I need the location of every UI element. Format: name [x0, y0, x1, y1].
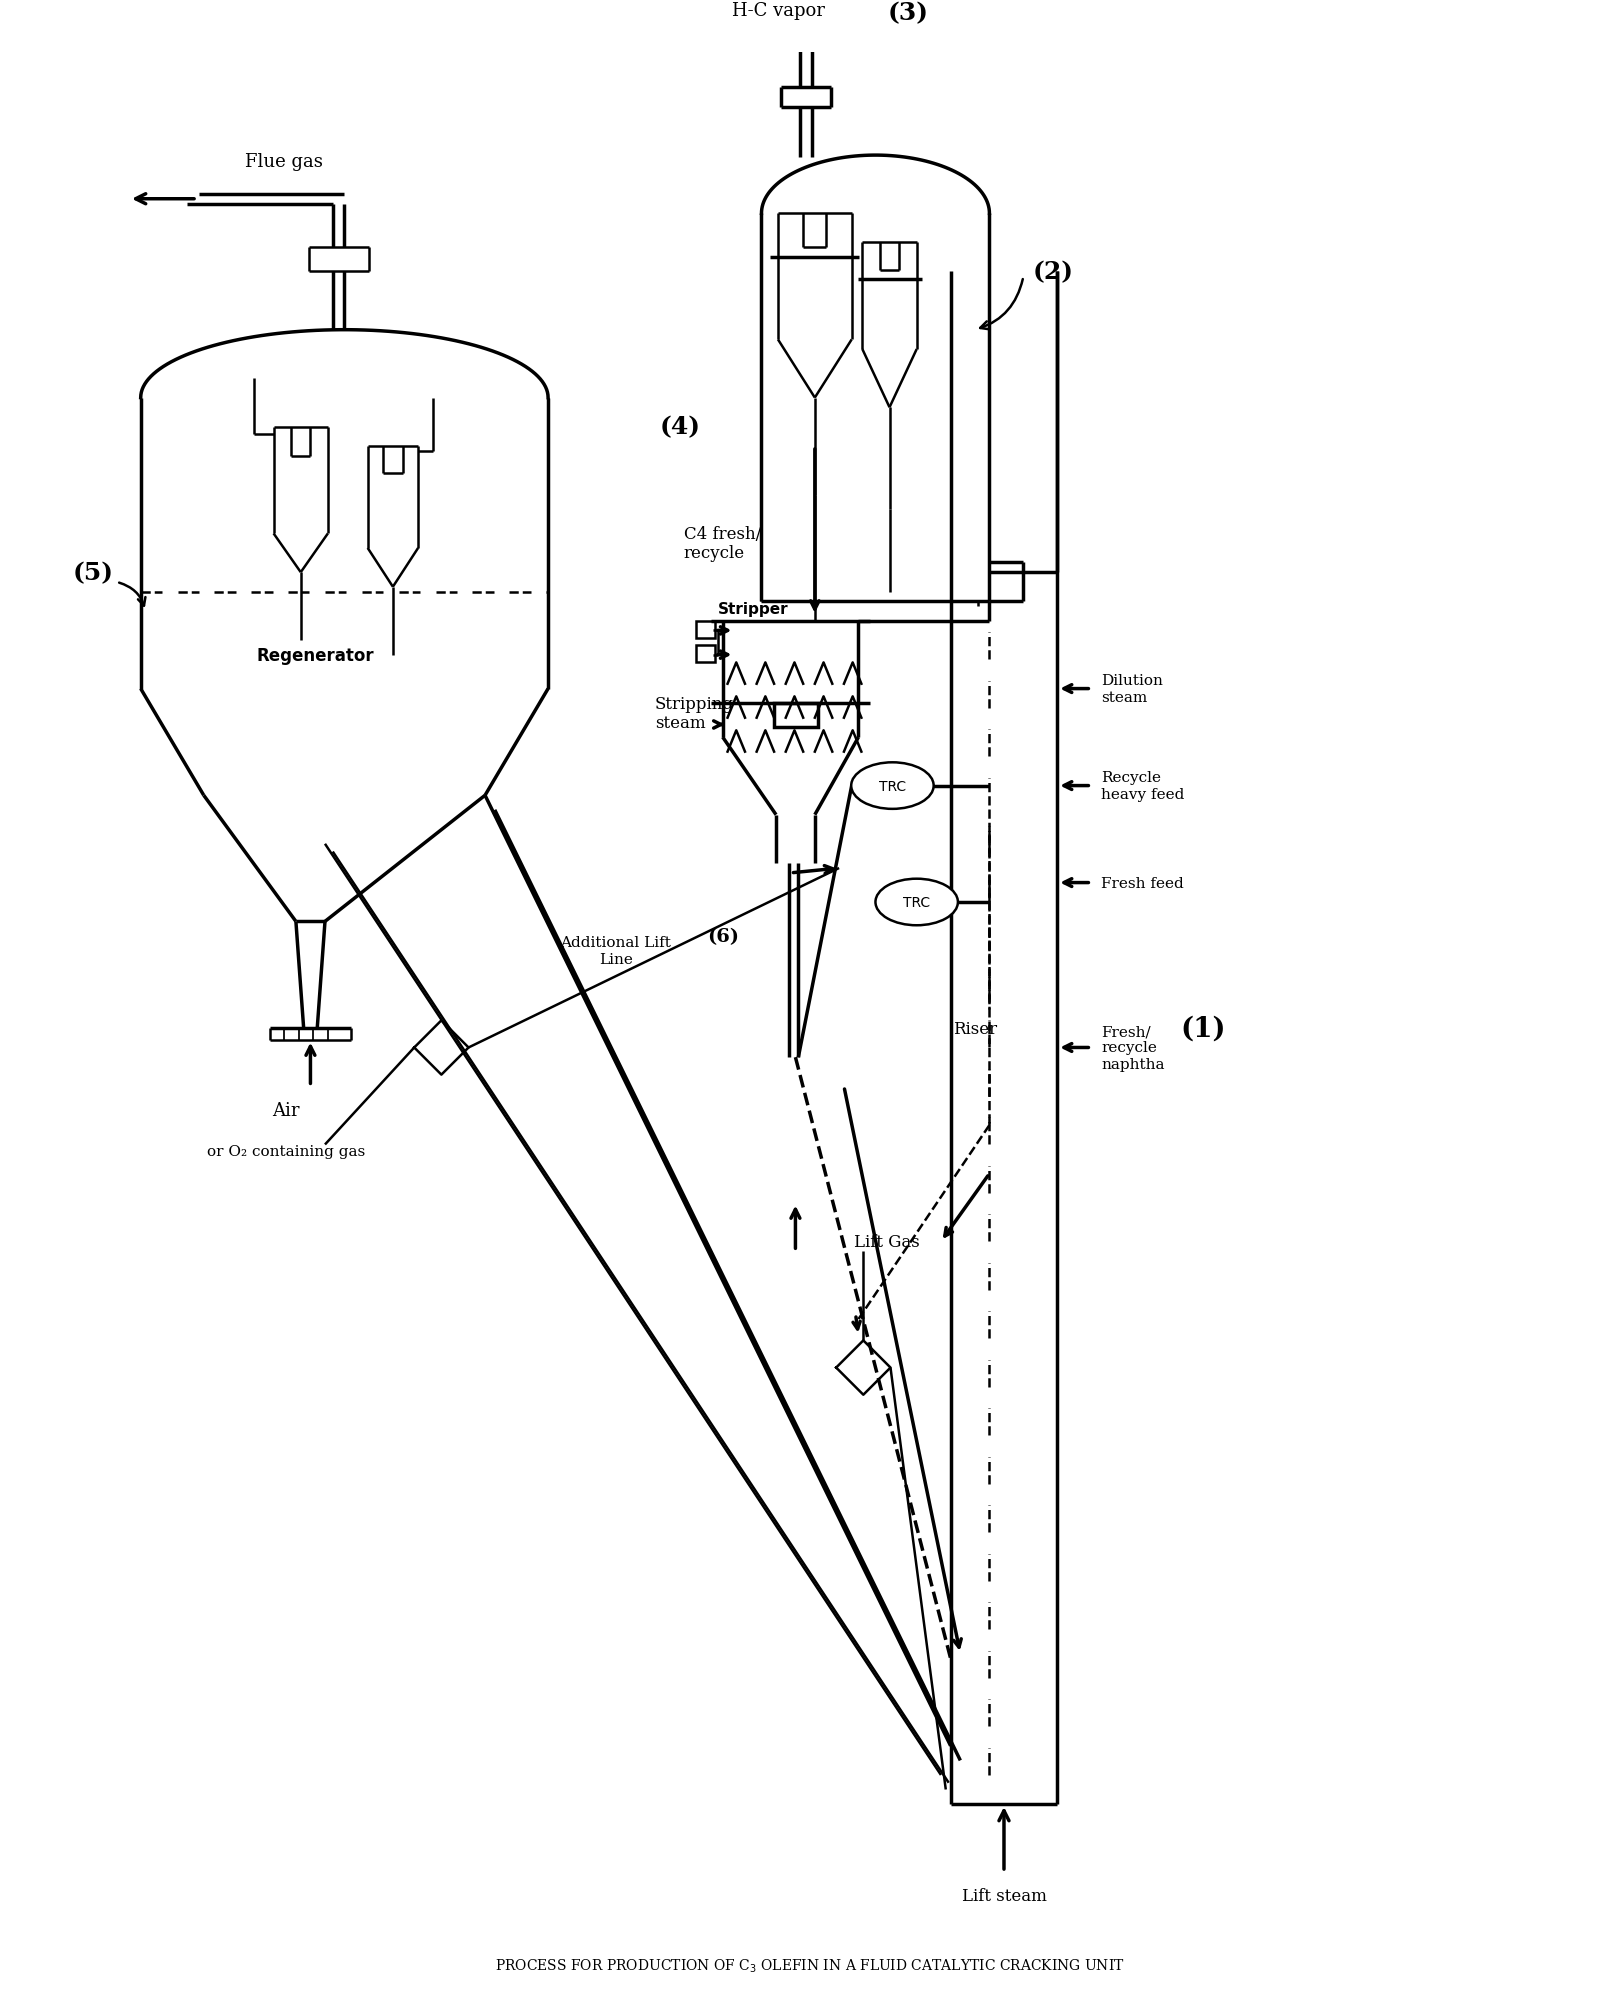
Text: Air: Air [272, 1101, 300, 1119]
Text: PROCESS FOR PRODUCTION OF C$_3$ OLEFIN IN A FLUID CATALYTIC CRACKING UNIT: PROCESS FOR PRODUCTION OF C$_3$ OLEFIN I… [495, 1957, 1124, 1973]
Text: Lift Gas: Lift Gas [853, 1233, 920, 1251]
Text: Fresh/
recycle
naphtha: Fresh/ recycle naphtha [1101, 1025, 1164, 1071]
Text: (5): (5) [73, 561, 113, 585]
Text: Lift steam: Lift steam [962, 1887, 1046, 1903]
Bar [774, 704, 818, 728]
Text: Additional Lift
Line: Additional Lift Line [560, 936, 672, 966]
Text: Riser: Riser [954, 1021, 997, 1037]
Ellipse shape [876, 880, 958, 926]
Text: TRC: TRC [903, 896, 931, 910]
Text: (4): (4) [659, 415, 701, 439]
Text: H-C vapor: H-C vapor [732, 2, 826, 20]
Text: (3): (3) [887, 2, 929, 26]
Text: (6): (6) [706, 928, 738, 946]
Text: Dilution
steam: Dilution steam [1101, 674, 1162, 704]
Text: Recycle
heavy feed: Recycle heavy feed [1101, 772, 1185, 802]
Bar [696, 622, 716, 640]
Text: C4 fresh/
recycle: C4 fresh/ recycle [683, 525, 761, 561]
Text: (1): (1) [1180, 1015, 1226, 1043]
Text: or O₂ containing gas: or O₂ containing gas [207, 1145, 366, 1159]
Text: Stripper: Stripper [717, 602, 788, 616]
Text: Flue gas: Flue gas [246, 152, 324, 170]
Text: Regenerator: Regenerator [256, 646, 374, 664]
Ellipse shape [852, 764, 934, 810]
Text: TRC: TRC [879, 780, 907, 794]
Bar [696, 646, 716, 664]
Text: Stripping
steam: Stripping steam [654, 696, 733, 732]
Text: (2): (2) [1033, 261, 1073, 285]
Text: Fresh feed: Fresh feed [1101, 876, 1183, 890]
